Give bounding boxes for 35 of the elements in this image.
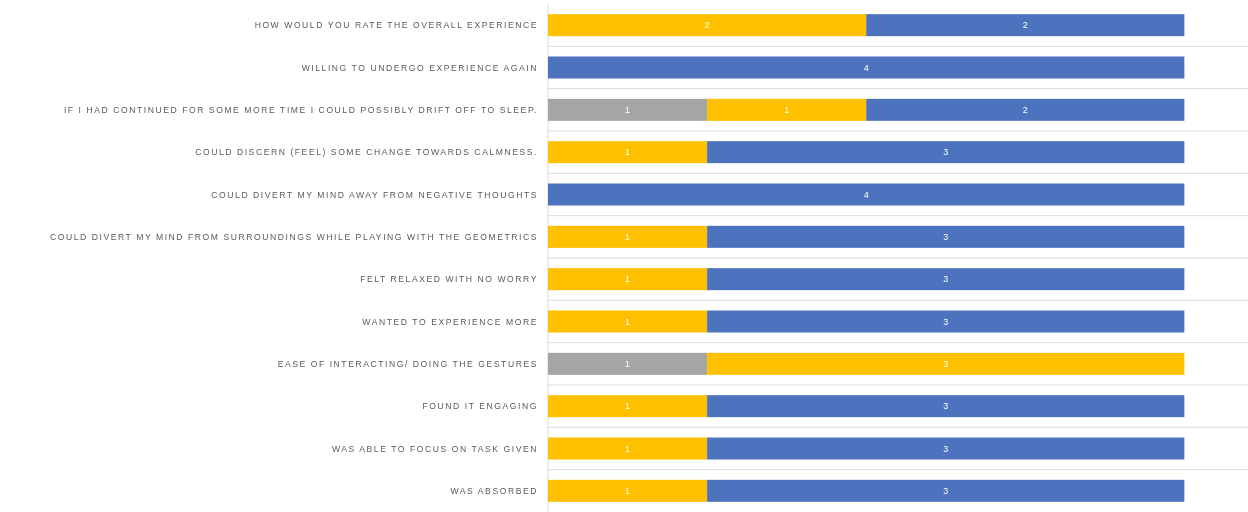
data-label: 2: [704, 20, 710, 31]
data-label: 3: [943, 274, 949, 285]
y-tick-label: WILLING TO UNDERGO EXPERIENCE AGAIN: [301, 62, 538, 73]
y-tick-label: WANTED TO EXPERIENCE MORE: [362, 316, 538, 327]
y-tick-label: HOW WOULD YOU RATE THE OVERALL EXPERIENCE: [254, 20, 538, 31]
data-label: 3: [943, 401, 949, 412]
y-tick-label: FELT RELAXED WITH NO WORRY: [360, 274, 538, 285]
y-tick-label: COULD DISCERN (FEEL) SOME CHANGE TOWARDS CALMNESS.: [195, 147, 538, 158]
data-label: 3: [943, 231, 949, 242]
data-label: 1: [625, 358, 631, 369]
data-label: 2: [1022, 20, 1028, 31]
data-label: 1: [625, 147, 631, 158]
y-tick-label: WAS ABLE TO FOCUS ON TASK GIVEN: [331, 443, 538, 454]
data-label: 1: [625, 231, 631, 242]
data-label: 1: [625, 401, 631, 412]
data-label: 3: [943, 316, 949, 327]
data-label: 1: [625, 316, 631, 327]
data-label: 4: [863, 189, 869, 200]
y-tick-label: FOUND IT ENGAGING: [422, 401, 538, 412]
data-label: 1: [625, 104, 631, 115]
y-tick-label: EASE OF INTERACTING/ DOING THE GESTURES: [277, 358, 538, 369]
y-tick-label: COULD DIVERT MY MIND AWAY FROM NEGATIVE THOUGHTS: [211, 189, 538, 200]
y-tick-label: WAS ABSORBED: [450, 485, 538, 496]
data-label: 2: [1022, 104, 1028, 115]
data-label: 3: [943, 358, 949, 369]
data-label: 3: [943, 485, 949, 496]
data-label: 1: [784, 104, 790, 115]
data-label: 1: [625, 274, 631, 285]
data-label: 1: [625, 443, 631, 454]
y-tick-label: IF I HAD CONTINUED FOR SOME MORE TIME I COULD POSSIBLY DRIFT OFF TO SLEEP.: [63, 104, 538, 115]
y-tick-label: COULD DIVERT MY MIND FROM SURROUNDINGS WHILE PLAYING WITH THE GEOMETRICS: [49, 231, 538, 242]
data-label: 3: [943, 443, 949, 454]
data-label: 1: [625, 485, 631, 496]
data-label: 3: [943, 147, 949, 158]
data-label: 4: [863, 62, 869, 73]
